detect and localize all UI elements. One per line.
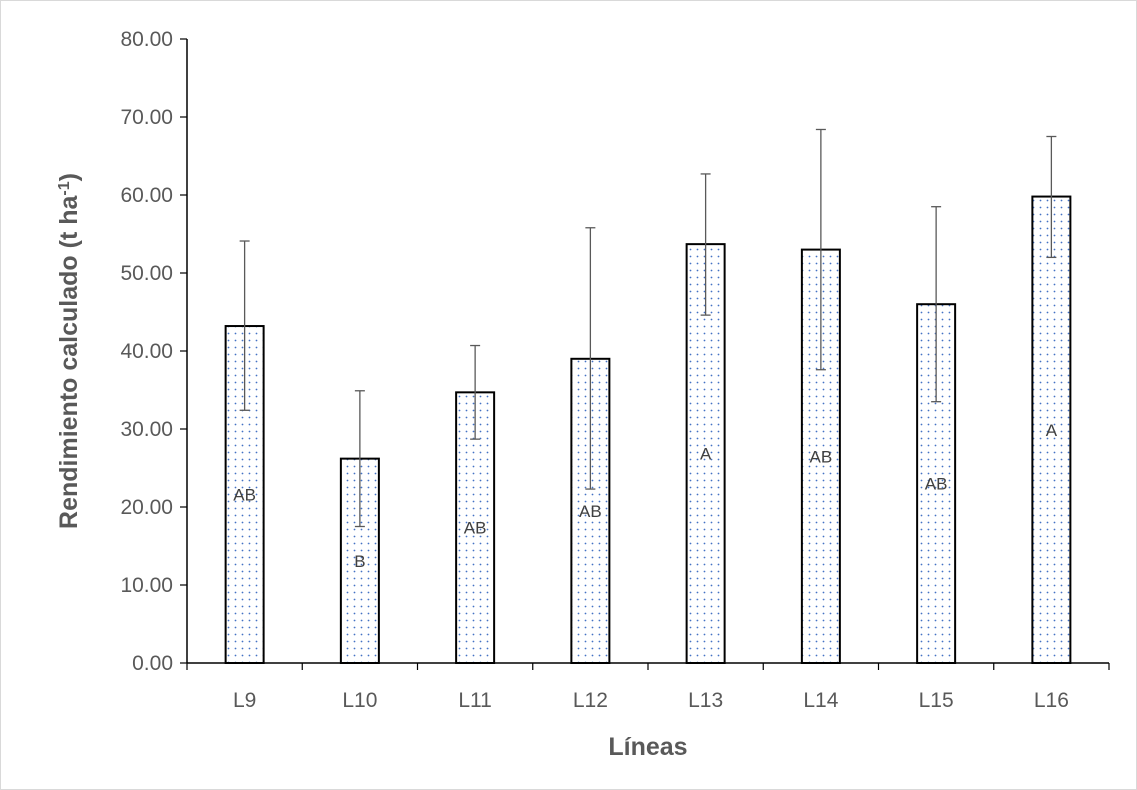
y-tick-label: 50.00 <box>120 262 173 285</box>
y-tick-label: 40.00 <box>120 340 173 363</box>
x-axis-title: Líneas <box>608 733 687 761</box>
significance-letter-L16: A <box>1046 421 1058 440</box>
x-tick-label-L10: L10 <box>342 689 377 712</box>
x-tick-label-L12: L12 <box>573 689 608 712</box>
y-axis-title-main: Rendimiento calculado (t ha <box>55 194 83 528</box>
bar-L12 <box>570 357 611 664</box>
bar-L13 <box>685 243 726 664</box>
y-axis-title-close: ) <box>55 173 83 181</box>
y-ticks-group: 0.00 10.00 20.00 30.00 40.00 50.00 60.00 70.00 8… <box>120 28 187 675</box>
y-tick-label: 0.00 <box>132 652 173 675</box>
x-tick-labels-group: L9 L10 L11 L12 L13 L14 L15 L16 <box>233 689 1069 712</box>
y-tick-label: 20.00 <box>120 496 173 519</box>
significance-letter-L13: A <box>700 445 712 464</box>
significance-letter-L12: AB <box>579 502 602 521</box>
letters-group: AB B AB AB A AB AB A <box>233 421 1057 571</box>
y-tick-label: 80.00 <box>120 28 173 51</box>
x-tick-label-L13: L13 <box>688 689 723 712</box>
significance-letter-L9: AB <box>233 486 256 505</box>
bar-L16 <box>1031 195 1072 664</box>
error-bars-group <box>239 128 1057 528</box>
x-tick-label-L16: L16 <box>1034 689 1069 712</box>
bars-group <box>224 195 1072 665</box>
y-axis-title: Rendimiento calculado (t ha-1) <box>55 173 83 529</box>
significance-letter-L15: AB <box>925 475 948 494</box>
x-tick-label-L11: L11 <box>458 689 491 712</box>
y-tick-label: 70.00 <box>120 106 173 129</box>
significance-letter-L11: AB <box>464 519 487 538</box>
y-tick-label: 60.00 <box>120 184 173 207</box>
x-tick-label-L15: L15 <box>919 689 954 712</box>
x-tick-label-L9: L9 <box>233 689 256 712</box>
significance-letter-L10: B <box>354 552 365 571</box>
y-tick-label: 30.00 <box>120 418 173 441</box>
significance-letter-L14: AB <box>810 447 833 466</box>
axes-group <box>186 39 1110 670</box>
y-tick-label: 10.00 <box>120 574 173 597</box>
y-axis-title-superscript: -1 <box>56 181 73 195</box>
x-tick-label-L14: L14 <box>803 689 838 712</box>
